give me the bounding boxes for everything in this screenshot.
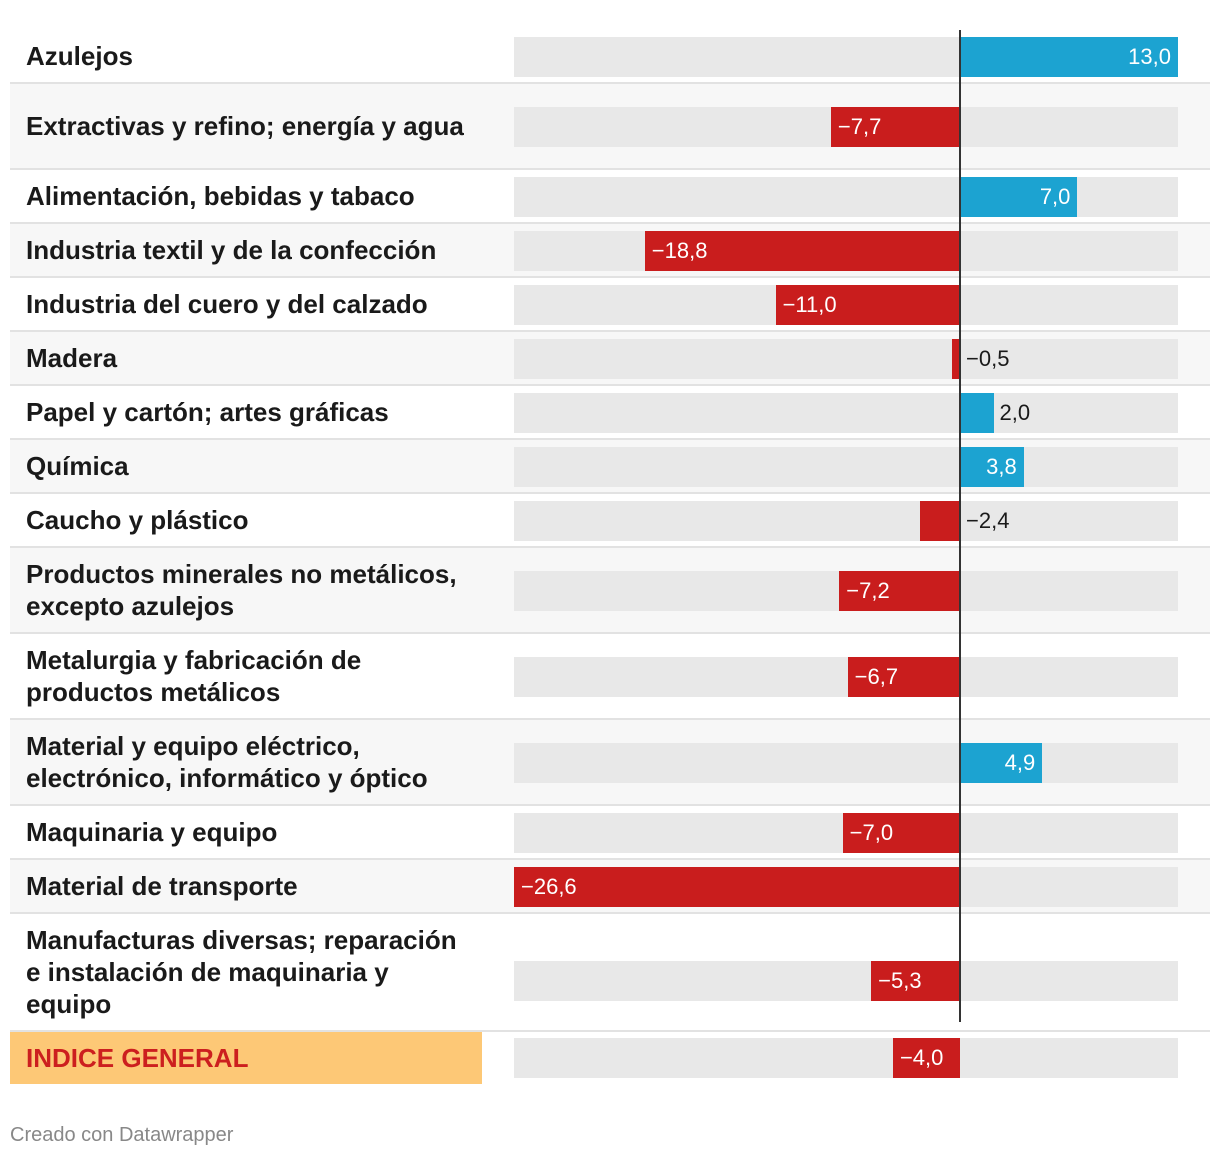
bar — [960, 177, 1078, 217]
zero-line — [959, 30, 962, 1022]
value-label: 13,0 — [1128, 44, 1171, 69]
bar-track: −6,7 — [514, 657, 1178, 697]
value-label: −4,0 — [899, 1045, 944, 1070]
bar-row: Extractivas y refino; energía y agua −7,7 — [10, 84, 1210, 170]
total-row: INDICE GENERAL −4,0 — [10, 1032, 1210, 1084]
bar-row: Industria textil y de la confección −18,8 — [10, 224, 1210, 278]
bar — [839, 571, 960, 611]
bar-row: Material y equipo eléctrico, electrónico… — [10, 720, 1210, 806]
bar-track: −26,6 — [514, 867, 1178, 907]
bar-row: Caucho y plástico −2,4 — [10, 494, 1210, 548]
bar — [871, 961, 960, 1001]
bar — [775, 285, 960, 325]
value-label: 3,8 — [986, 454, 1017, 479]
bar-row: Papel y cartón; artes gráficas 2,0 — [10, 386, 1210, 440]
value-label: 4,9 — [1004, 750, 1036, 775]
value-label: 7,0 — [1039, 184, 1071, 209]
category-label-cell: Material de transporte — [10, 860, 482, 912]
category-label-cell: Productos minerales no metálicos, except… — [10, 548, 482, 632]
bar — [960, 37, 1178, 77]
bar-track: −7,7 — [514, 107, 1178, 147]
category-label: Metalurgia y fabricación de productos me… — [26, 645, 362, 707]
category-label-cell: Manufacturas diversas; reparación e inst… — [10, 914, 482, 1030]
category-label: INDICE GENERAL — [26, 1043, 249, 1073]
bar-track: −7,2 — [514, 571, 1178, 611]
category-label: Química — [26, 451, 129, 481]
category-label: Manufacturas diversas; reparación e inst… — [26, 925, 457, 1019]
category-label: Extractivas y refino; energía y agua — [26, 111, 464, 141]
bar-track: 13,0 — [514, 37, 1178, 77]
category-label-cell: Caucho y plástico — [10, 494, 482, 546]
category-label-cell: Extractivas y refino; energía y agua — [10, 84, 482, 168]
bar-track: −4,0 — [514, 1038, 1178, 1078]
bar-track: 4,9 — [514, 743, 1178, 783]
bar — [847, 657, 960, 697]
bar — [960, 447, 1024, 487]
bar-row: Azulejos 13,0 — [10, 30, 1210, 84]
bar — [892, 1038, 960, 1078]
category-label: Azulejos — [26, 41, 133, 71]
bar-row: Química 3,8 — [10, 440, 1210, 494]
value-label: −26,6 — [521, 874, 577, 899]
bar-row: Industria del cuero y del calzado −11,0 — [10, 278, 1210, 332]
bar — [830, 107, 961, 147]
category-label: Industria textil y de la confección — [26, 235, 437, 265]
value-label: −0,5 — [966, 346, 1010, 371]
category-label: Madera — [26, 343, 118, 373]
bar-track: −7,0 — [514, 813, 1178, 853]
footer-credit: Creado con Datawrapper — [10, 1124, 234, 1146]
bar-row: Madera −0,5 — [10, 332, 1210, 386]
category-label: Material y equipo eléctrico, electrónico… — [26, 731, 428, 793]
bar-track: −18,8 — [514, 231, 1178, 271]
category-label-cell: Industria textil y de la confección — [10, 224, 482, 276]
value-label: −6,7 — [854, 664, 899, 689]
category-label-cell: Química — [10, 440, 482, 492]
value-label: −11,0 — [782, 292, 837, 317]
bar — [919, 501, 960, 541]
category-label-cell: Papel y cartón; artes gráficas — [10, 386, 482, 438]
category-label-cell: Material y equipo eléctrico, electrónico… — [10, 720, 482, 804]
category-label-cell: Metalurgia y fabricación de productos me… — [10, 634, 482, 718]
bar — [514, 867, 961, 907]
bar-track: 2,0 — [514, 393, 1178, 433]
value-label: −18,8 — [651, 238, 708, 263]
category-label: Alimentación, bebidas y tabaco — [26, 181, 415, 211]
category-label: Material de transporte — [26, 871, 298, 901]
bar-row: Material de transporte −26,6 — [10, 860, 1210, 914]
bar-track: −11,0 — [514, 285, 1178, 325]
bar — [960, 393, 994, 433]
value-label: −7,2 — [846, 578, 890, 603]
bar — [644, 231, 960, 271]
value-label: −7,7 — [837, 114, 882, 139]
category-label-cell: Maquinaria y equipo — [10, 806, 482, 858]
value-label: −2,4 — [966, 508, 1010, 533]
category-label: Industria del cuero y del calzado — [26, 289, 428, 319]
bar-row: Metalurgia y fabricación de productos me… — [10, 634, 1210, 720]
bar-track: 3,8 — [514, 447, 1178, 487]
category-label: Productos minerales no metálicos, except… — [26, 559, 457, 621]
category-label-cell: Azulejos — [10, 30, 482, 82]
category-label-cell: Alimentación, bebidas y tabaco — [10, 170, 482, 222]
bar-row: Manufacturas diversas; reparación e inst… — [10, 914, 1210, 1032]
bar — [842, 813, 960, 853]
category-label-cell: Madera — [10, 332, 482, 384]
value-label: −5,3 — [878, 968, 922, 993]
category-label-cell: INDICE GENERAL — [10, 1032, 482, 1084]
bar — [960, 743, 1043, 783]
bar-row: Maquinaria y equipo −7,0 — [10, 806, 1210, 860]
value-label: −7,0 — [849, 820, 894, 845]
bar-track: −2,4 — [514, 501, 1178, 541]
category-label-cell: Industria del cuero y del calzado — [10, 278, 482, 330]
bar-row: Alimentación, bebidas y tabaco 7,0 — [10, 170, 1210, 224]
bar-track: 7,0 — [514, 177, 1178, 217]
value-label: 2,0 — [999, 400, 1031, 425]
bar — [951, 339, 960, 379]
bar-track: −5,3 — [514, 961, 1178, 1001]
bar-track: −0,5 — [514, 339, 1178, 379]
category-label: Papel y cartón; artes gráficas — [26, 397, 389, 427]
category-label: Caucho y plástico — [26, 505, 249, 535]
category-label: Maquinaria y equipo — [26, 817, 278, 847]
bar-row: Productos minerales no metálicos, except… — [10, 548, 1210, 634]
